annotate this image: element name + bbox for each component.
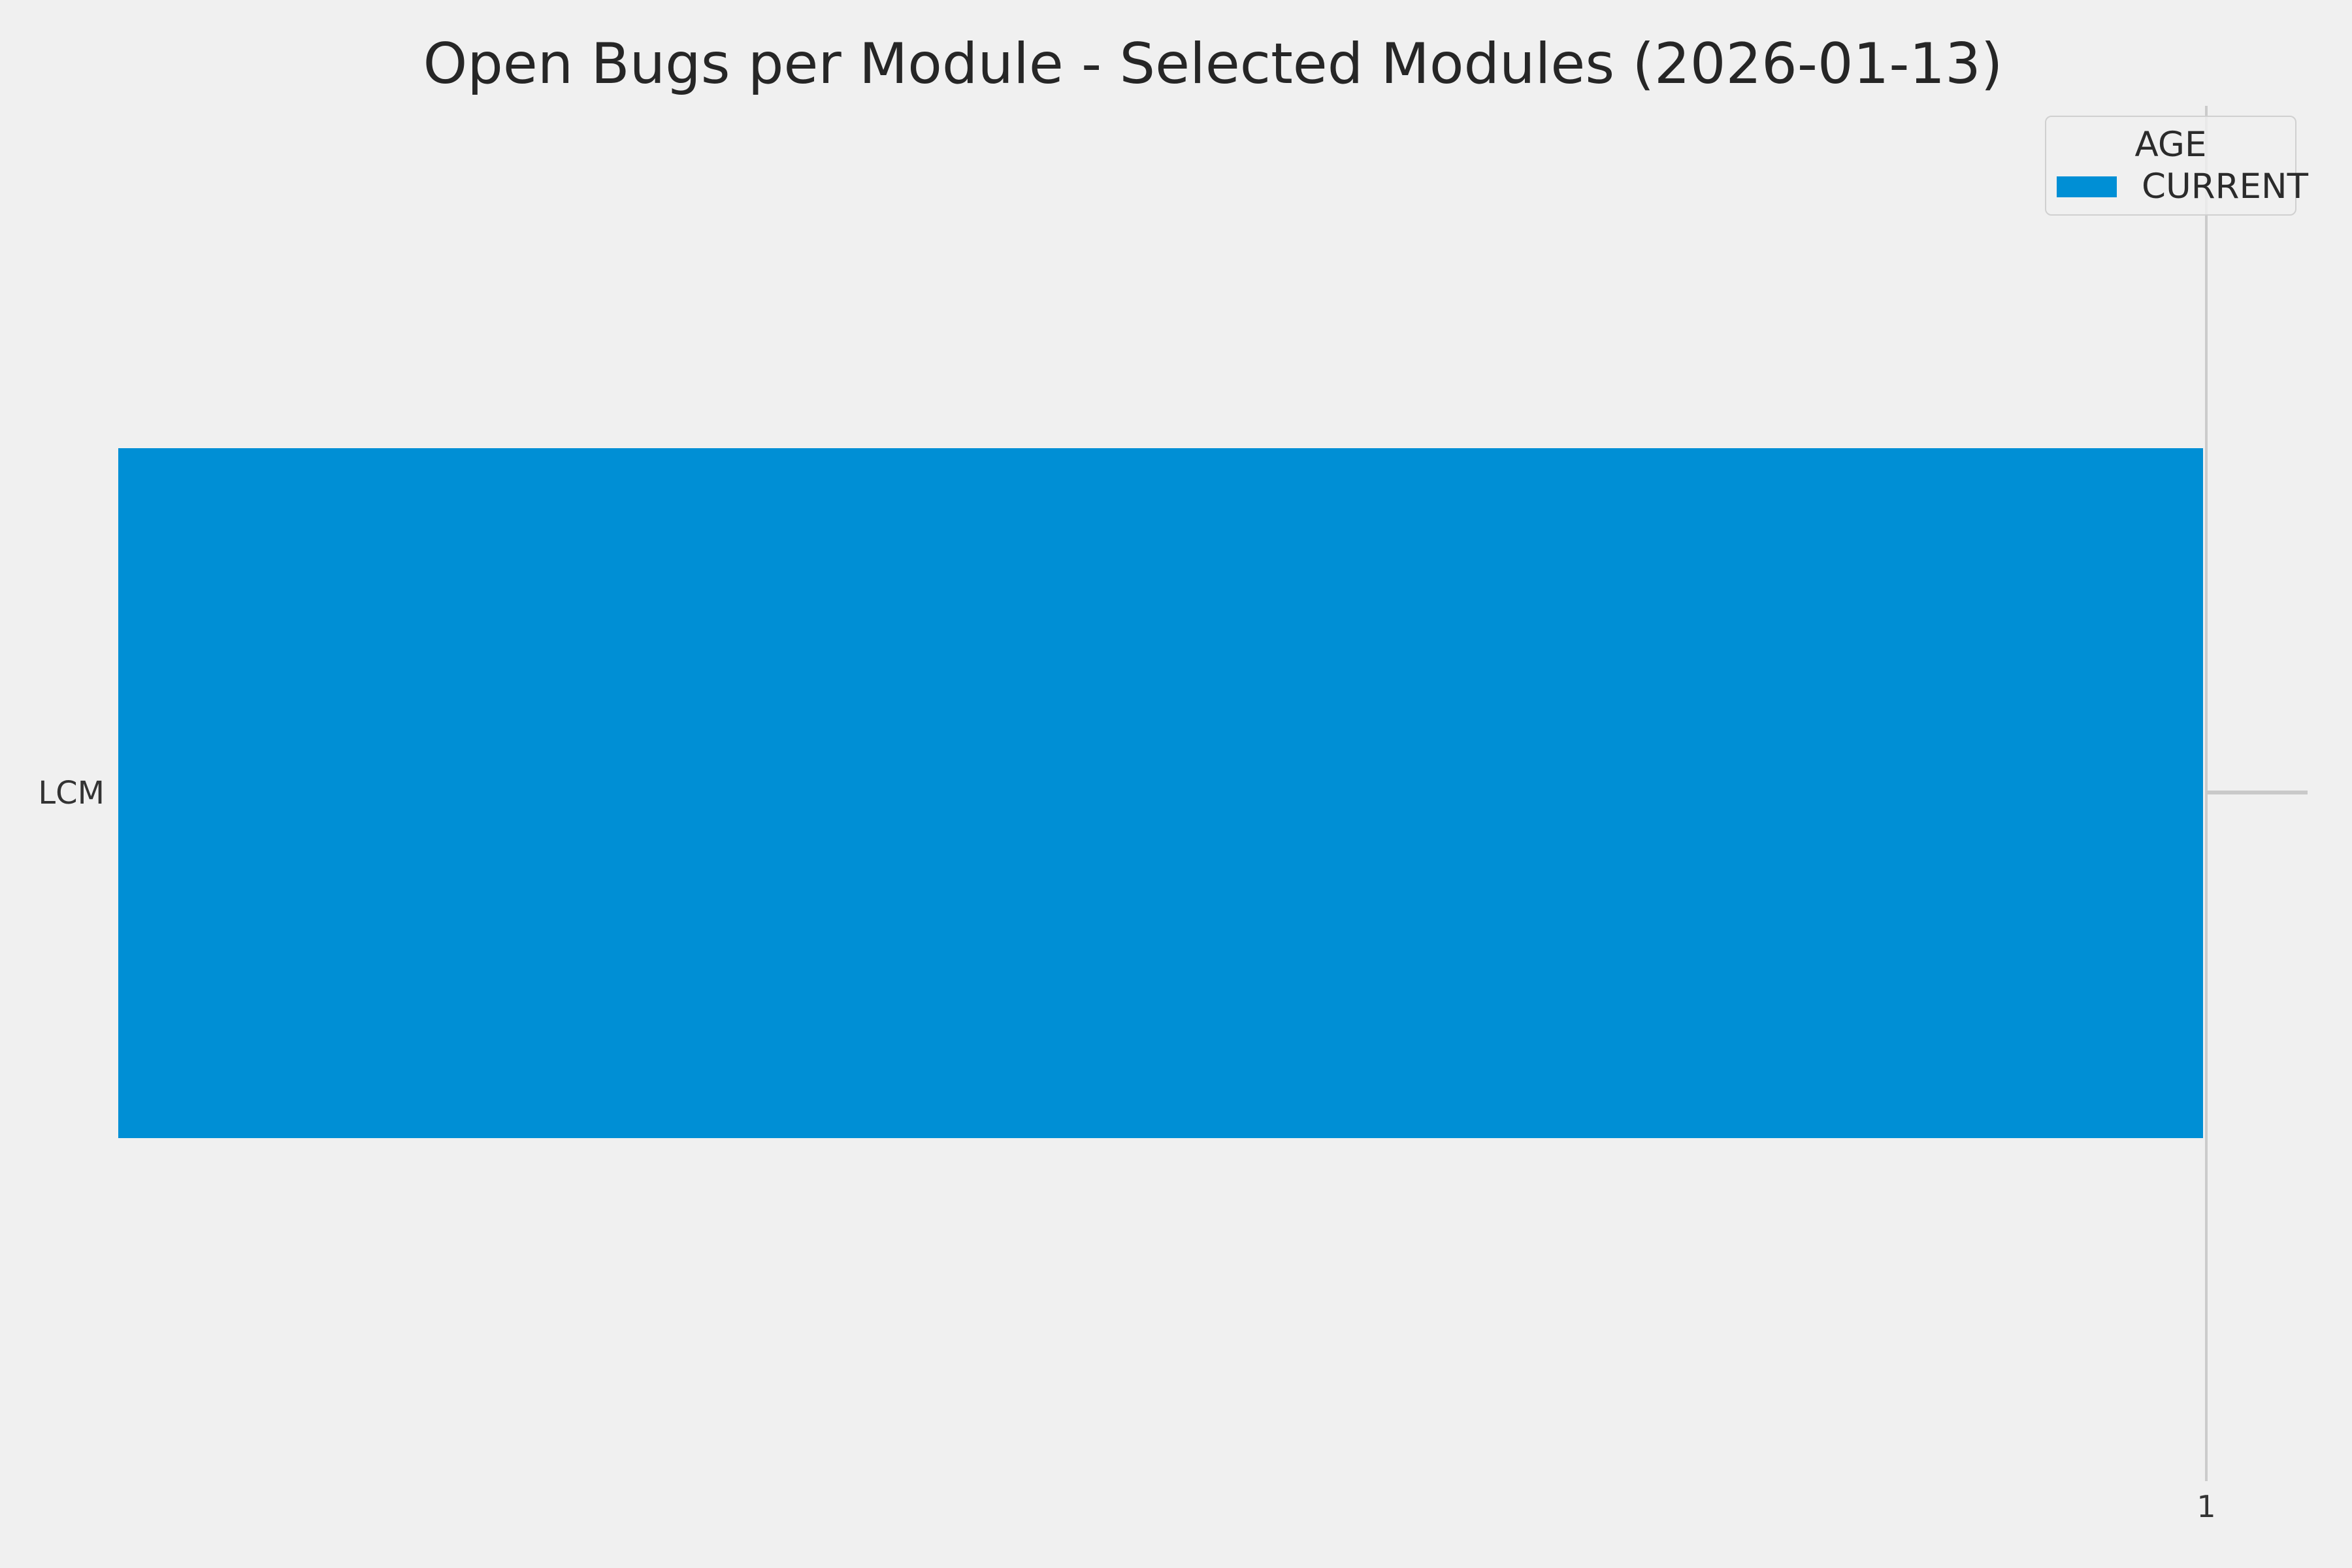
y-gridline-lcm-stub xyxy=(2206,791,2308,794)
legend-color-swatch-icon xyxy=(2057,176,2117,197)
legend-entry-current: CURRENT xyxy=(2046,169,2308,204)
y-tick-label-lcm: LCM xyxy=(38,775,105,811)
bar-lcm xyxy=(118,448,2203,1138)
chart-title: Open Bugs per Module - Selected Modules … xyxy=(423,31,2003,97)
legend-entry-label: CURRENT xyxy=(2142,167,2308,207)
x-tick-label-1: 1 xyxy=(2197,1489,2216,1524)
legend-title: AGE xyxy=(2134,124,2207,165)
legend: AGE CURRENT xyxy=(2045,116,2308,216)
